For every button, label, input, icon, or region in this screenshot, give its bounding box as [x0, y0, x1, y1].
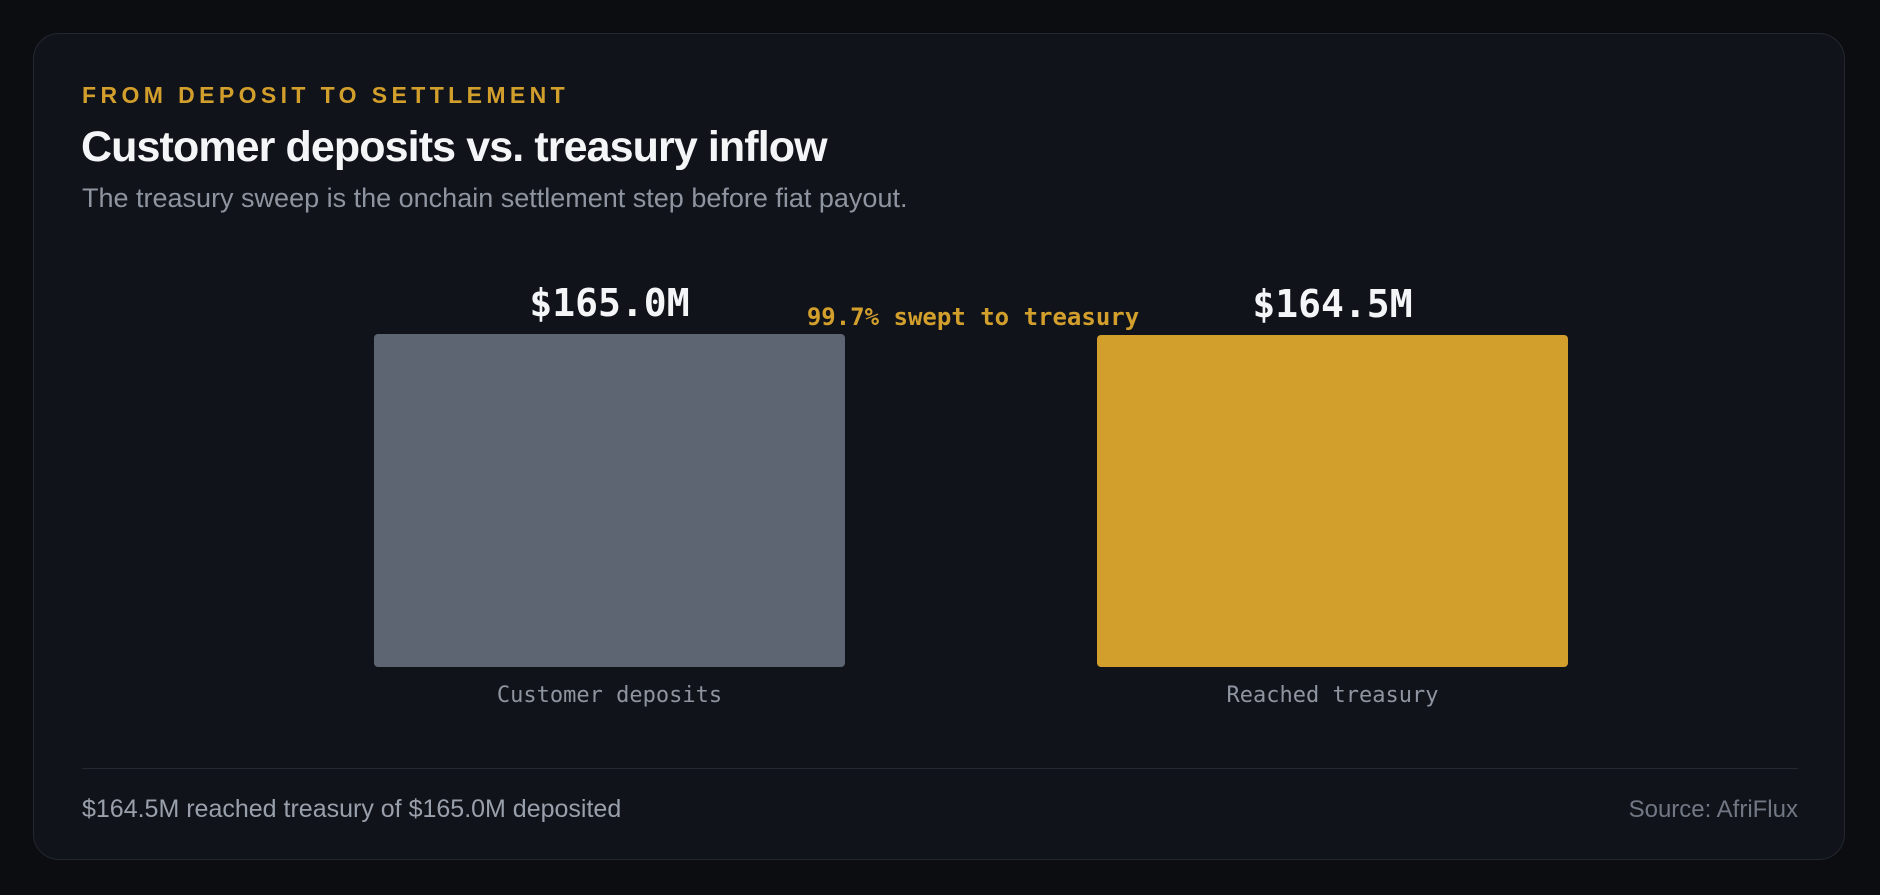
category-label: Reached treasury — [1227, 683, 1439, 708]
bar-1 — [374, 334, 845, 667]
sweep-annotation: 99.7% swept to treasury — [807, 303, 1139, 331]
footer-summary: $164.5M reached treasury of $165.0M depo… — [82, 795, 622, 823]
chart-title: Customer deposits vs. treasury inflow — [81, 123, 828, 171]
bar-value-label: $164.5M — [1252, 282, 1412, 326]
eyebrow-label: FROM DEPOSIT TO SETTLEMENT — [82, 82, 570, 108]
bar-2 — [1097, 335, 1568, 667]
category-label: Customer deposits — [497, 683, 722, 708]
chart-subtitle: The treasury sweep is the onchain settle… — [82, 183, 908, 213]
bar-value-label: $165.0M — [529, 281, 689, 325]
source-label: Source: AfriFlux — [1628, 796, 1798, 823]
footer-divider — [82, 768, 1798, 769]
